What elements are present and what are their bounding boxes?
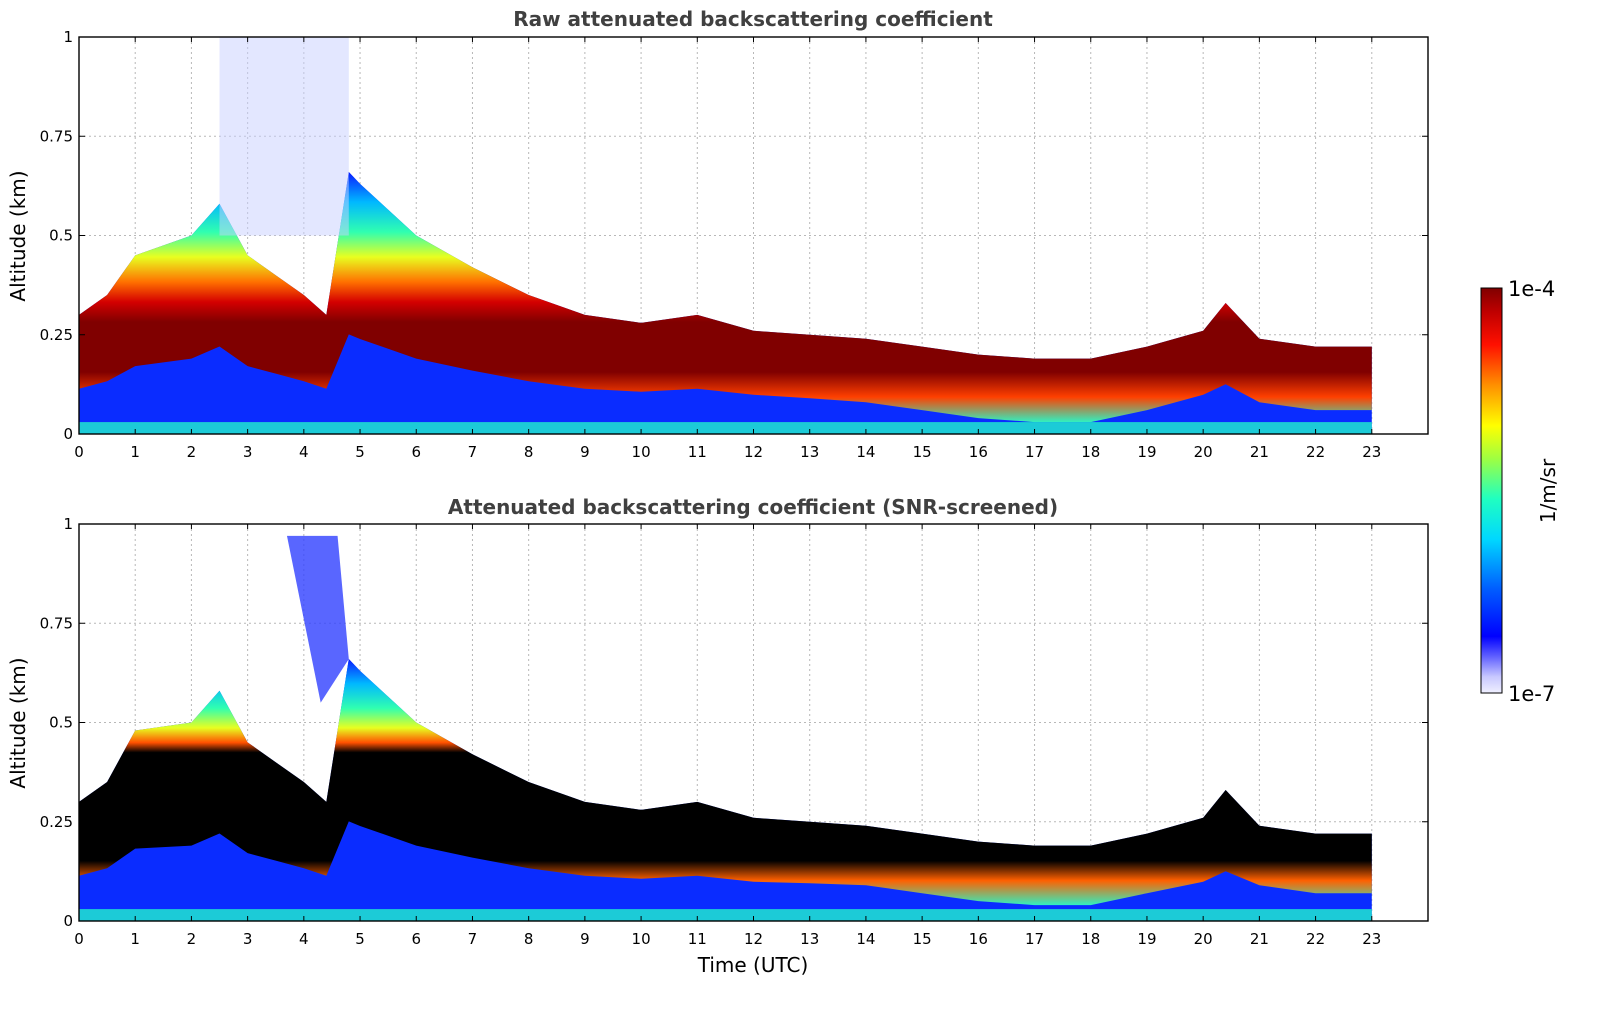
colorbar-gradient	[1480, 287, 1503, 694]
x-tick-label: 1	[130, 443, 140, 461]
panel-raw-ylabel: Altitude (km)	[6, 170, 30, 301]
x-tick-label: 7	[468, 443, 478, 461]
colorbar-min-label: 1e-7	[1508, 682, 1555, 706]
x-tick-label: 18	[1081, 443, 1100, 461]
y-tick-label: 0.75	[40, 127, 73, 145]
x-tick-label: 17	[1025, 443, 1044, 461]
x-tick-label: 10	[632, 930, 651, 948]
colorbar-max-label: 1e-4	[1508, 277, 1555, 301]
y-tick-label: 0.5	[49, 227, 73, 245]
panel-screened-x-ticks: 0 1 2 3 4 5 6 7 8 9 10 11 12 13 14 15 16 17 18 19 20 21 22 23	[74, 524, 1381, 948]
x-tick-label: 12	[744, 930, 763, 948]
x-tick-label: 10	[632, 443, 651, 461]
panel-raw-x-ticks: 0 1 2 3 4 5 6 7 8 9 10 11 12 13 14 15 16 17 18 19 20 21 22 23	[74, 37, 1381, 461]
x-tick-label: 19	[1137, 443, 1156, 461]
y-tick-label: 0	[63, 425, 73, 443]
y-tick-label: 0	[63, 912, 73, 930]
x-tick-label: 8	[524, 443, 534, 461]
x-tick-label: 2	[187, 930, 197, 948]
heatmap-aerosol-layer	[79, 658, 1372, 906]
x-tick-label: 23	[1362, 443, 1381, 461]
panel-raw-y-ticks: 0 0.25 0.5 0.75 1	[40, 28, 1428, 443]
x-tick-label: 4	[299, 930, 309, 948]
x-tick-label: 20	[1194, 930, 1213, 948]
x-tick-label: 9	[580, 443, 590, 461]
x-tick-label: 14	[856, 443, 875, 461]
x-tick-label: 0	[74, 930, 84, 948]
x-tick-label: 16	[969, 443, 988, 461]
x-tick-label: 23	[1362, 930, 1381, 948]
x-tick-label: 16	[969, 930, 988, 948]
x-tick-label: 0	[74, 443, 84, 461]
heatmap-surface-layer	[79, 422, 1372, 434]
x-tick-label: 6	[411, 443, 421, 461]
x-tick-label: 13	[800, 930, 819, 948]
x-tick-label: 4	[299, 443, 309, 461]
x-tick-label: 9	[580, 930, 590, 948]
panel-screened: Attenuated backscattering coefficient (S…	[6, 495, 1429, 948]
heatmap-surface-layer	[79, 909, 1372, 921]
x-tick-label: 13	[800, 443, 819, 461]
x-tick-label: 15	[913, 930, 932, 948]
heatmap-aerosol-layer	[79, 171, 1372, 423]
y-tick-label: 0.25	[40, 326, 73, 344]
x-tick-label: 22	[1306, 443, 1325, 461]
colorbar-label: 1/m/sr	[1536, 458, 1560, 523]
x-tick-label: 5	[355, 443, 365, 461]
x-tick-label: 3	[243, 443, 253, 461]
x-tick-label: 20	[1194, 443, 1213, 461]
panel-screened-title: Attenuated backscattering coefficient (S…	[448, 495, 1058, 519]
x-tick-label: 22	[1306, 930, 1325, 948]
y-tick-label: 0.25	[40, 813, 73, 831]
panel-screened-ylabel: Altitude (km)	[6, 657, 30, 788]
x-tick-label: 15	[913, 443, 932, 461]
y-tick-label: 0.75	[40, 614, 73, 632]
x-tick-label: 18	[1081, 930, 1100, 948]
x-tick-label: 5	[355, 930, 365, 948]
x-tick-label: 6	[411, 930, 421, 948]
heatmap-plume	[286, 535, 349, 703]
x-tick-label: 17	[1025, 930, 1044, 948]
x-axis-label: Time (UTC)	[697, 953, 809, 977]
x-tick-label: 14	[856, 930, 875, 948]
x-tick-label: 19	[1137, 930, 1156, 948]
x-tick-label: 7	[468, 930, 478, 948]
x-tick-label: 1	[130, 930, 140, 948]
colorbar: 1e-4 1e-7 1/m/sr	[1480, 277, 1560, 706]
panel-raw-title: Raw attenuated backscattering coefficien…	[513, 7, 993, 31]
x-tick-label: 11	[688, 443, 707, 461]
panel-screened-y-ticks: 0 0.25 0.5 0.75 1	[40, 515, 1428, 930]
x-tick-label: 3	[243, 930, 253, 948]
x-tick-label: 11	[688, 930, 707, 948]
x-tick-label: 2	[187, 443, 197, 461]
heatmap-noise-region	[219, 37, 349, 236]
x-tick-label: 21	[1250, 443, 1269, 461]
x-tick-label: 8	[524, 930, 534, 948]
x-tick-label: 21	[1250, 930, 1269, 948]
x-tick-label: 12	[744, 443, 763, 461]
panel-raw: Raw attenuated backscattering coefficien…	[6, 7, 1429, 461]
panel-screened-heatmap	[79, 535, 1372, 921]
y-tick-label: 1	[63, 28, 73, 46]
panel-raw-heatmap	[79, 37, 1372, 434]
y-tick-label: 0.5	[49, 714, 73, 732]
y-tick-label: 1	[63, 515, 73, 533]
